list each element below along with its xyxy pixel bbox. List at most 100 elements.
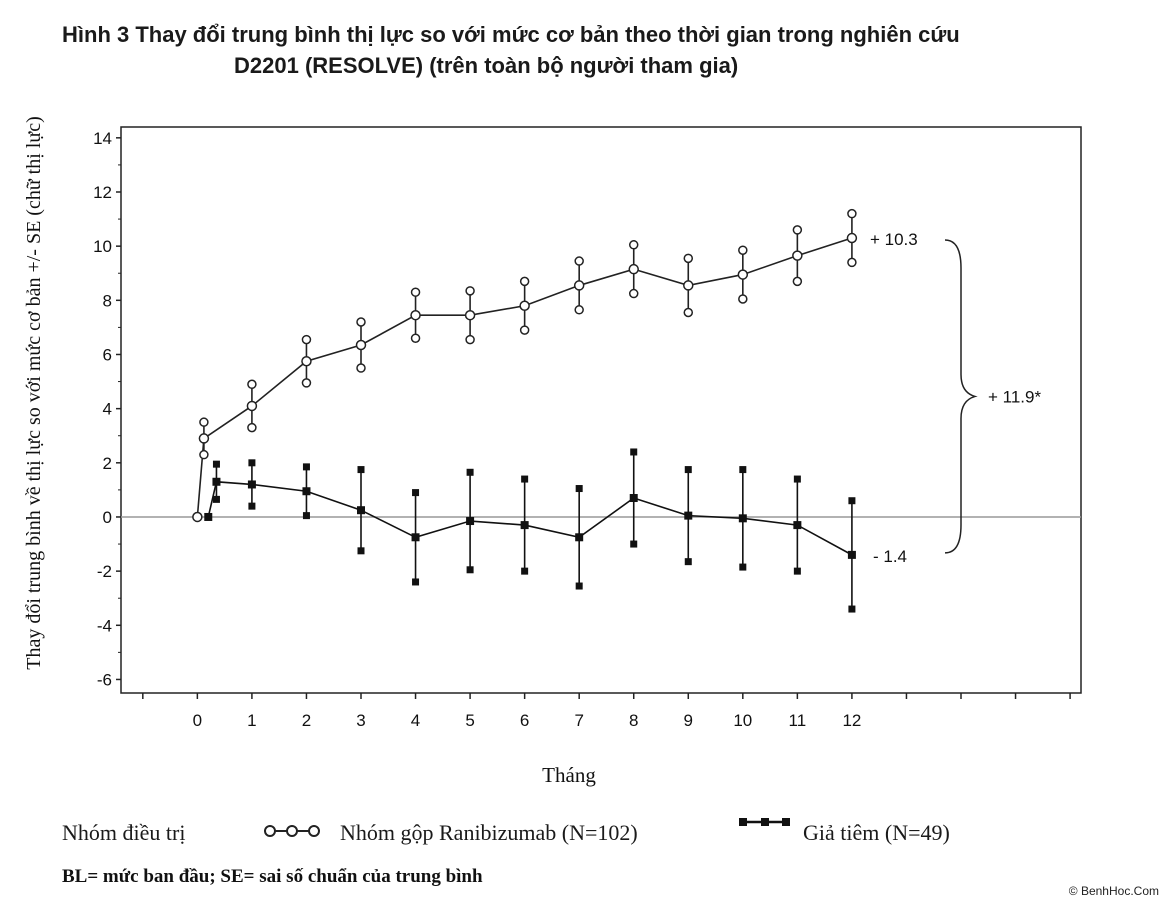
error-cap bbox=[248, 459, 256, 467]
error-cap bbox=[521, 475, 529, 483]
data-point bbox=[573, 280, 585, 291]
y-tick-label: 2 bbox=[103, 454, 112, 473]
error-cap bbox=[793, 567, 801, 575]
data-point bbox=[410, 309, 421, 321]
data-point bbox=[464, 309, 476, 321]
y-tick-label: -2 bbox=[97, 562, 112, 581]
series-2 bbox=[204, 448, 856, 613]
y-tick-label: 12 bbox=[93, 183, 112, 202]
x-tick-label: 1 bbox=[247, 711, 256, 730]
watermark: © BenhHoc.Com bbox=[1068, 884, 1159, 898]
error-cap bbox=[410, 333, 421, 343]
error-cap bbox=[792, 225, 803, 235]
y-tick-label: 0 bbox=[103, 508, 112, 527]
error-cap bbox=[574, 305, 584, 315]
y-axis-label: Thay đổi trung bình về thị lực so với mứ… bbox=[23, 116, 45, 669]
x-tick-label: 5 bbox=[465, 711, 474, 730]
annotation-difference: + 11.9* bbox=[988, 387, 1041, 406]
x-tick-label: 6 bbox=[520, 711, 529, 730]
error-cap bbox=[847, 257, 857, 268]
error-cap bbox=[356, 317, 366, 327]
error-cap bbox=[357, 466, 365, 474]
error-cap bbox=[247, 379, 257, 390]
chart-title-line-2: D2201 (RESOLVE) (trên toàn bộ người tham… bbox=[234, 53, 739, 78]
y-tick-label: 4 bbox=[103, 400, 112, 419]
x-tick-label: 8 bbox=[629, 711, 638, 730]
series-line bbox=[207, 480, 853, 556]
error-cap bbox=[465, 334, 475, 345]
y-tick-label: 8 bbox=[103, 291, 112, 310]
error-cap bbox=[465, 286, 475, 296]
legend-series1-label: Nhóm gộp Ranibizumab (N=102) bbox=[340, 820, 638, 845]
error-cap bbox=[519, 276, 530, 287]
error-cap bbox=[301, 378, 312, 388]
error-cap bbox=[248, 502, 256, 510]
data-point bbox=[847, 550, 856, 559]
x-tick-label: 9 bbox=[684, 711, 693, 730]
y-tick-label: 10 bbox=[93, 237, 112, 256]
data-point bbox=[684, 511, 693, 520]
error-cap bbox=[302, 512, 310, 520]
x-axis-label: Tháng bbox=[542, 763, 596, 787]
error-cap bbox=[683, 253, 694, 264]
error-cap bbox=[357, 547, 365, 555]
error-cap bbox=[738, 245, 748, 255]
annotation-layer: + 10.3 - 1.4 + 11.9* bbox=[870, 230, 1041, 566]
data-point bbox=[683, 280, 694, 291]
legend-series1-icon bbox=[264, 825, 320, 837]
annotation-bottom-value: - 1.4 bbox=[873, 547, 907, 566]
data-point bbox=[357, 506, 365, 515]
y-axis: -6 -4 -2 0 2 4 6 8 10 12 14 bbox=[93, 129, 121, 689]
error-cap bbox=[630, 448, 638, 456]
x-tick-label: 12 bbox=[842, 711, 861, 730]
data-point bbox=[793, 521, 802, 530]
error-cap bbox=[519, 325, 530, 335]
error-cap bbox=[410, 287, 421, 297]
data-point bbox=[520, 521, 529, 530]
error-cap bbox=[212, 460, 220, 468]
error-cap bbox=[738, 294, 748, 304]
data-point bbox=[355, 339, 367, 351]
data-point bbox=[738, 514, 747, 523]
x-tick-label: 2 bbox=[302, 711, 311, 730]
error-cap bbox=[302, 463, 310, 471]
error-cap bbox=[739, 466, 747, 474]
y-tick-label: 6 bbox=[103, 345, 112, 364]
error-cap bbox=[630, 540, 638, 548]
data-point bbox=[466, 517, 475, 526]
x-tick-label: 10 bbox=[733, 711, 752, 730]
data-point bbox=[575, 533, 584, 542]
error-cap bbox=[466, 566, 474, 574]
y-tick-label: 14 bbox=[93, 129, 112, 148]
x-tick-label: 0 bbox=[193, 711, 202, 730]
error-cap bbox=[575, 485, 583, 493]
error-cap bbox=[793, 475, 801, 483]
x-tick-label: 11 bbox=[789, 711, 807, 730]
error-cap bbox=[683, 307, 694, 318]
series-line bbox=[196, 237, 853, 518]
error-cap bbox=[412, 578, 420, 586]
series-layer bbox=[192, 208, 858, 613]
error-cap bbox=[199, 449, 209, 460]
error-cap bbox=[684, 558, 692, 566]
data-point bbox=[247, 480, 256, 489]
data-point bbox=[198, 433, 210, 444]
error-cap bbox=[521, 567, 529, 575]
data-point bbox=[792, 250, 803, 261]
data-point bbox=[519, 300, 530, 311]
data-point bbox=[192, 511, 203, 523]
x-tick-label: 7 bbox=[574, 711, 583, 730]
error-cap bbox=[356, 363, 366, 373]
series-1 bbox=[192, 208, 858, 523]
data-point bbox=[628, 263, 639, 275]
error-cap bbox=[199, 417, 209, 427]
y-tick-label: -4 bbox=[97, 616, 112, 635]
error-cap bbox=[412, 489, 420, 497]
footnote: BL= mức ban đầu; SE= sai số chuẩn của tr… bbox=[62, 866, 483, 887]
error-cap bbox=[466, 468, 474, 476]
error-cap bbox=[848, 497, 856, 505]
legend-series2-label: Giả tiêm (N=49) bbox=[803, 820, 950, 845]
legend-series2-icon bbox=[739, 818, 790, 826]
error-cap bbox=[301, 334, 312, 345]
